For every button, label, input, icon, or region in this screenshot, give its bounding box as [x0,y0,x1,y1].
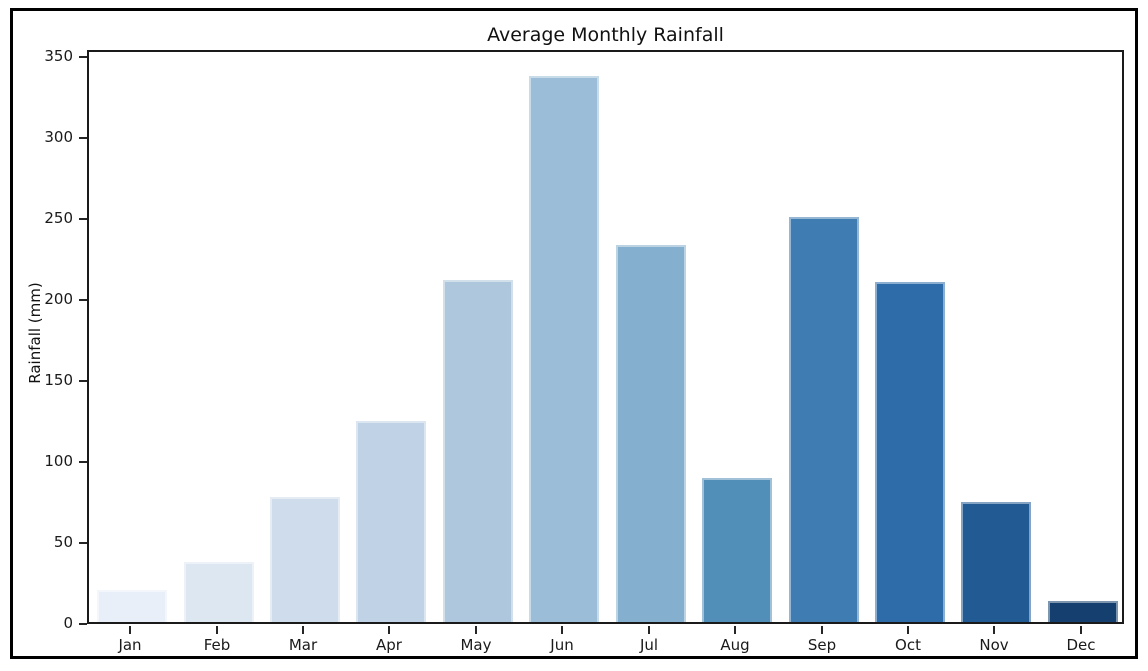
bar-apr [356,421,426,622]
x-tick-mark-aug [734,626,736,634]
x-tick-label-sep: Sep [807,636,837,654]
y-tick-mark-0 [79,623,87,625]
x-tick-label-oct: Oct [895,636,921,654]
x-tick-label-apr: Apr [376,636,402,654]
x-tick-label-nov: Nov [979,636,1009,654]
x-tick-mark-may [475,626,477,634]
y-tick-mark-300 [79,137,87,139]
bar-aug [702,478,772,622]
figure-border-frame: Average Monthly Rainfall Rainfall (mm) 0… [10,8,1138,659]
bar-jun [529,76,599,622]
x-tick-label-aug: Aug [720,636,750,654]
x-tick-mark-dec [1080,626,1082,634]
bar-jan [97,590,167,622]
x-tick-label-dec: Dec [1066,636,1096,654]
y-tick-label-100: 100 [44,452,73,470]
x-tick-mark-nov [993,626,995,634]
bar-jul [616,245,686,622]
bar-nov [961,502,1031,622]
x-tick-mark-feb [216,626,218,634]
chart-title: Average Monthly Rainfall [487,24,724,46]
y-tick-mark-350 [79,56,87,58]
bar-mar [270,497,340,622]
x-tick-mark-jun [561,626,563,634]
y-axis-label: Rainfall (mm) [26,282,44,384]
bar-sep [789,217,859,622]
bar-oct [875,282,945,622]
x-tick-label-jul: Jul [639,636,659,654]
x-tick-mark-jan [129,626,131,634]
y-tick-mark-200 [79,299,87,301]
y-tick-mark-100 [79,461,87,463]
x-tick-label-may: May [460,636,492,654]
x-tick-mark-oct [907,626,909,634]
y-tick-label-50: 50 [53,533,73,551]
y-tick-label-200: 200 [44,290,73,308]
bar-may [443,280,513,622]
x-tick-label-feb: Feb [203,636,231,654]
x-tick-mark-mar [302,626,304,634]
x-tick-mark-apr [388,626,390,634]
bar-dec [1048,601,1118,622]
plot-area [87,50,1124,624]
y-tick-label-300: 300 [44,128,73,146]
x-tick-mark-jul [648,626,650,634]
y-tick-label-150: 150 [44,371,73,389]
y-tick-label-0: 0 [63,614,73,632]
x-tick-label-jun: Jun [550,636,574,654]
y-tick-mark-150 [79,380,87,382]
bar-feb [184,562,254,622]
y-tick-label-250: 250 [44,209,73,227]
y-tick-mark-250 [79,218,87,220]
y-tick-label-350: 350 [44,47,73,65]
x-tick-mark-sep [821,626,823,634]
x-tick-label-jan: Jan [118,636,142,654]
y-tick-mark-50 [79,542,87,544]
x-tick-label-mar: Mar [288,636,318,654]
